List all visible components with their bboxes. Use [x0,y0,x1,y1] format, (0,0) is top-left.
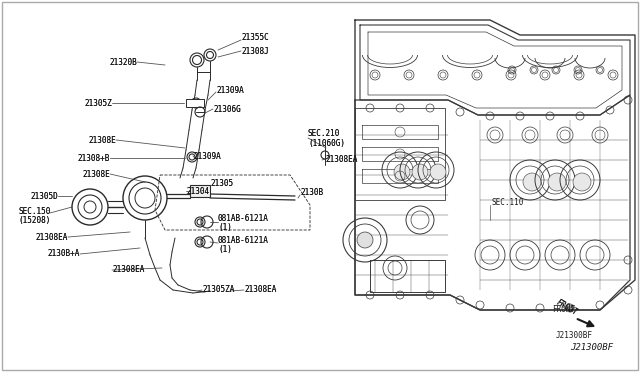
Text: (11060G): (11060G) [308,138,345,148]
Text: 21305: 21305 [210,179,233,187]
Text: 2130B: 2130B [300,187,323,196]
Text: SEC.110: SEC.110 [492,198,524,206]
Text: 21308J: 21308J [241,46,269,55]
Text: 21308E: 21308E [88,135,116,144]
Text: 081AB-6121A: 081AB-6121A [218,214,269,222]
Text: FRONT: FRONT [555,298,580,318]
Text: 2130B+A: 2130B+A [47,250,80,259]
Bar [186,99,204,107]
Circle shape [523,173,541,191]
Text: 21305Z: 21305Z [84,99,112,108]
Text: (1): (1) [218,244,232,253]
Circle shape [412,164,428,180]
Text: 21308EA: 21308EA [112,266,145,275]
Text: 21308E: 21308E [88,135,116,144]
Text: 21305Z: 21305Z [84,99,112,108]
Text: 21308EA: 21308EA [244,285,276,295]
Text: 21308E: 21308E [83,170,110,179]
Text: 21304: 21304 [186,186,209,196]
Text: 081AB-6121A: 081AB-6121A [218,235,269,244]
Text: J21300BF: J21300BF [570,343,613,353]
Circle shape [573,173,591,191]
Text: SEC.150: SEC.150 [18,206,51,215]
Text: 21308+B: 21308+B [77,154,110,163]
Text: (1): (1) [218,222,232,231]
Text: 21308EA: 21308EA [325,154,357,164]
Circle shape [430,164,446,180]
Text: 21308EA: 21308EA [36,232,68,241]
Circle shape [357,232,373,248]
Text: 21309A: 21309A [193,151,221,160]
Text: 21308+B: 21308+B [77,154,110,163]
Text: J21300BF: J21300BF [556,330,593,340]
Text: 21309A: 21309A [193,151,221,160]
Text: 21355C: 21355C [241,32,269,42]
Text: 21355C: 21355C [241,32,269,42]
Text: 21309A: 21309A [216,86,244,94]
Text: 21306G: 21306G [213,105,241,113]
Bar [190,185,210,197]
Text: 21305D: 21305D [30,192,58,201]
Text: 21305D: 21305D [30,192,58,201]
Text: 21306G: 21306G [213,105,241,113]
Text: 21308EA: 21308EA [112,266,145,275]
Text: 2130B+A: 2130B+A [47,250,80,259]
Text: FRONT: FRONT [552,305,575,314]
Text: 21308EA: 21308EA [36,232,68,241]
Text: SEC.150: SEC.150 [18,206,51,215]
Text: 21305ZA: 21305ZA [202,285,234,295]
Text: 21304: 21304 [186,186,209,196]
Text: 21320B: 21320B [109,58,137,67]
Text: (1): (1) [218,244,232,253]
Text: 21308E: 21308E [83,170,110,179]
Text: 21305ZA: 21305ZA [202,285,234,295]
Text: 081AB-6121A: 081AB-6121A [218,235,269,244]
Text: (11060G): (11060G) [308,138,345,148]
Text: (15208): (15208) [18,215,51,224]
Text: (15208): (15208) [18,215,51,224]
Text: (1): (1) [218,222,232,231]
Circle shape [394,164,410,180]
Text: 21309A: 21309A [216,86,244,94]
Text: 21308EA: 21308EA [244,285,276,295]
Text: SEC.210: SEC.210 [308,128,340,138]
Text: 21308EA: 21308EA [325,154,357,164]
Text: 21308J: 21308J [241,46,269,55]
Text: 21320B: 21320B [109,58,137,67]
Text: 081AB-6121A: 081AB-6121A [218,214,269,222]
Text: 21305: 21305 [210,179,233,187]
Circle shape [548,173,566,191]
Text: SEC.210: SEC.210 [308,128,340,138]
Text: 2130B: 2130B [300,187,323,196]
